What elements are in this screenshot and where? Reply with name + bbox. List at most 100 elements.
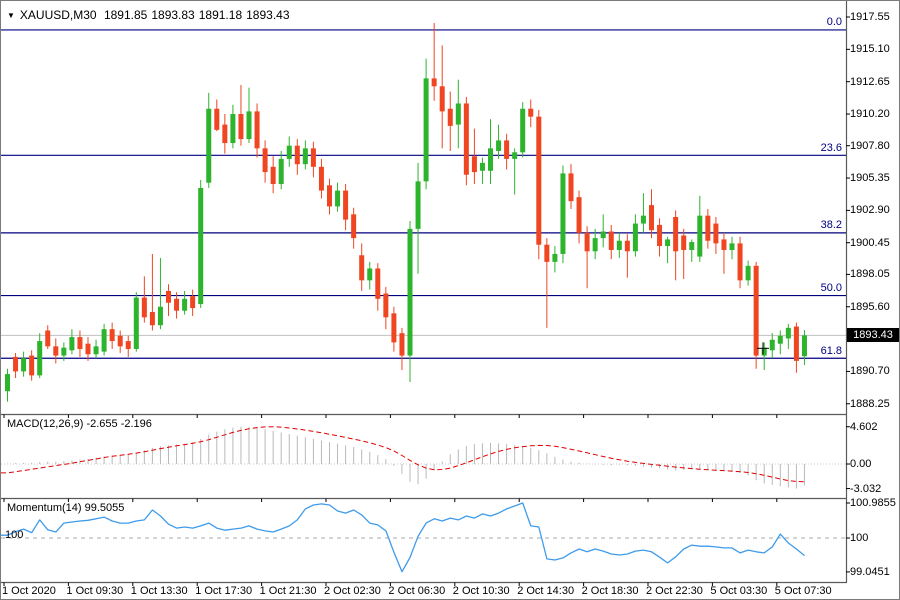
bull-candle-body (182, 298, 188, 311)
bull-candle-body (133, 297, 139, 349)
bear-candle-body (705, 215, 711, 241)
bear-candle-body (447, 108, 453, 126)
price-axis-label: 1917.55 (850, 11, 890, 23)
quote-close: 1893.43 (246, 8, 290, 22)
price-axis-label: 1905.35 (850, 172, 890, 185)
bear-candle-body (166, 290, 171, 303)
time-axis-label: 2 Oct 22:30 (646, 585, 703, 597)
time-axis-label: 5 Oct 07:30 (774, 585, 832, 597)
bull-candle-body (761, 347, 767, 356)
bull-candle-body (665, 239, 671, 247)
bull-candle-body (697, 215, 703, 257)
price-axis-label: 1912.65 (850, 75, 890, 88)
bull-candle-body (302, 148, 308, 165)
bull-candle-body (616, 240, 622, 250)
time-axis-label: 1 Oct 09:30 (66, 585, 124, 597)
bear-candle-body (399, 333, 405, 356)
bear-candle-body (721, 239, 727, 250)
macd-indicator-label: MACD(12,26,9) -2.655 -2.196 (7, 418, 152, 430)
bear-candle-body (431, 78, 437, 87)
momentum-axis-label: 99.0451 (850, 565, 890, 578)
bull-candle-body (93, 346, 99, 355)
time-axis-label: 1 Oct 2020 (2, 585, 56, 597)
bear-candle-body (149, 312, 155, 326)
bull-candle-body (278, 158, 284, 184)
bear-candle-body (238, 114, 244, 140)
bear-candle-body (528, 108, 534, 117)
bear-candle-body (310, 148, 316, 167)
momentum-indicator-label: Momentum(14) 99.5055 (7, 502, 125, 514)
time-axis-label: 1 Oct 21:30 (259, 585, 317, 597)
bear-candle-body (262, 148, 268, 173)
time-axis-label: 1 Oct 13:30 (130, 585, 188, 597)
time-axis-label: 2 Oct 18:30 (581, 585, 639, 597)
bear-candle-body (383, 293, 389, 318)
bear-candle-body (254, 111, 260, 149)
bear-candle-body (576, 197, 582, 233)
bear-candle-body (391, 313, 397, 343)
bull-candle-body (769, 339, 775, 351)
quote-high: 1893.83 (151, 8, 195, 22)
price-axis-label: 1898.05 (850, 268, 890, 281)
bear-candle-body (109, 329, 115, 342)
bear-candle-body (568, 173, 574, 202)
momentum-axis-label: 100 (850, 532, 869, 544)
momentum-level-label: 100 (5, 529, 24, 541)
price-axis-label: 1900.45 (850, 236, 890, 249)
bear-candle-body (77, 337, 83, 349)
bear-candle-body (681, 235, 687, 250)
bull-candle-body (512, 152, 518, 159)
time-axis-label: 2 Oct 14:30 (517, 585, 575, 597)
bear-candle-body (673, 216, 679, 252)
fib-level-label: 23.6 (820, 141, 842, 154)
bull-candle-body (520, 108, 526, 153)
fib-level-label: 38.2 (820, 219, 842, 232)
bull-candle-body (230, 114, 236, 144)
bear-candle-body (13, 356, 19, 372)
bear-candle-body (270, 166, 276, 184)
bear-candle-body (174, 298, 180, 311)
price-axis-label: 1890.70 (850, 365, 890, 378)
time-axis-label: 2 Oct 06:30 (388, 585, 446, 597)
chart-title-bar: ▼ XAUUSD,M30 1891.85 1893.83 1891.18 1893.43 (7, 8, 290, 23)
bear-candle-body (608, 231, 614, 250)
bull-candle-body (560, 173, 566, 254)
quote-low: 1891.18 (198, 8, 243, 22)
bear-candle-body (45, 330, 51, 347)
bull-candle-body (69, 337, 75, 351)
price-axis-label: 1895.60 (850, 300, 890, 313)
bear-candle-body (439, 86, 445, 112)
bear-candle-body (544, 244, 550, 262)
momentum-axis-label: 100.9855 (850, 497, 896, 509)
bull-candle-body (246, 111, 252, 140)
bear-candle-body (584, 232, 590, 252)
bull-candle-body (552, 253, 558, 262)
bear-candle-body (214, 108, 220, 130)
time-axis-label: 2 Oct 02:30 (324, 585, 381, 597)
fib-level-label: 61.8 (820, 344, 842, 357)
bull-candle-body (479, 162, 485, 171)
price-axis-label: 1888.25 (850, 397, 890, 410)
time-axis-label: 5 Oct 03:30 (710, 585, 768, 597)
bear-candle-body (85, 343, 91, 355)
bull-candle-body (415, 181, 421, 229)
bear-candle-body (536, 116, 542, 245)
current-price-marker: 1893.43 (847, 328, 899, 343)
time-axis-label: 1 Oct 17:30 (195, 585, 253, 597)
bull-candle-body (157, 306, 163, 326)
bull-candle-body (455, 103, 461, 125)
bear-candle-body (294, 145, 300, 165)
momentum-line (1, 502, 805, 573)
bull-candle-body (777, 335, 783, 344)
symbol-dropdown-icon[interactable]: ▼ (7, 11, 15, 20)
bull-candle-body (335, 190, 341, 207)
bear-candle-body (29, 355, 35, 376)
bear-candle-body (359, 255, 365, 281)
bear-candle-body (793, 326, 799, 361)
bull-candle-body (198, 187, 204, 305)
bear-candle-body (222, 124, 228, 144)
bull-candle-body (488, 148, 493, 171)
macd-axis-label: 4.602 (850, 420, 878, 433)
